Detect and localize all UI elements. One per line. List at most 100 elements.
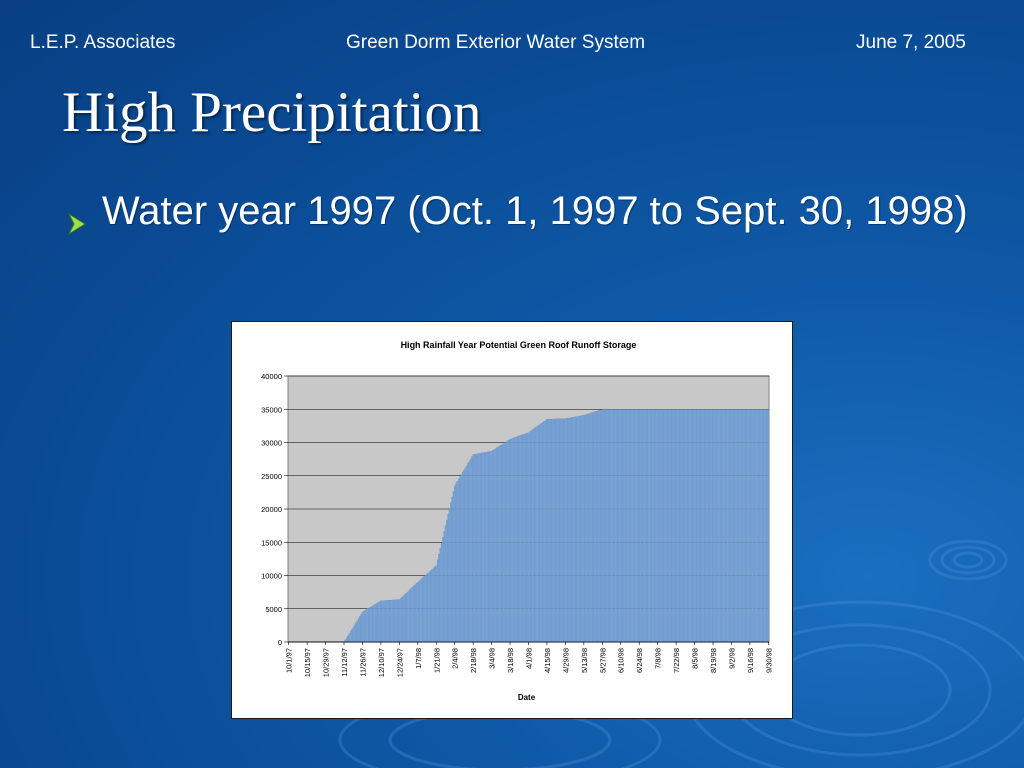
x-tick-label: 2/18/98	[469, 648, 478, 673]
chart-bar	[440, 542, 443, 643]
chart-bar	[625, 409, 627, 643]
chart-bar	[442, 536, 444, 643]
chart-bar	[450, 502, 452, 643]
chart-bar	[551, 418, 553, 643]
chart-bar	[571, 417, 573, 643]
chart-bar	[597, 410, 599, 643]
chart-bar	[502, 443, 505, 643]
chart-bar	[683, 409, 685, 643]
chart-bar	[621, 409, 623, 643]
chart-bar	[463, 469, 465, 643]
bullet-text: Water year 1997 (Oct. 1, 1997 to Sept. 3…	[102, 189, 968, 233]
chart-bar	[508, 439, 510, 643]
chart-bar	[411, 586, 414, 643]
chart-bar	[452, 491, 455, 643]
chart-bar	[506, 440, 509, 643]
chart-bar	[737, 409, 739, 643]
chart-bar	[421, 578, 423, 643]
chart-bar	[545, 420, 547, 643]
x-tick-label: 3/4/98	[488, 648, 497, 669]
x-tick-label: 12/24/97	[395, 648, 404, 677]
chart-bar	[591, 412, 593, 643]
chart-bar	[406, 591, 408, 643]
chart-bar	[730, 409, 733, 643]
y-tick-label: 10000	[261, 572, 282, 581]
chart-bar	[522, 434, 524, 643]
chart-bar	[552, 418, 555, 643]
chart-bar	[456, 481, 458, 643]
chart-bar	[414, 584, 416, 643]
chart-bar	[575, 416, 577, 643]
x-tick-label: 9/16/98	[746, 648, 755, 673]
y-tick-label: 25000	[261, 472, 282, 481]
chart-bar	[762, 409, 764, 643]
chart-bar	[493, 449, 495, 643]
x-tick-label: 10/29/97	[322, 648, 331, 677]
chart-bar	[666, 409, 668, 643]
chart-bar	[480, 452, 482, 643]
chart-bar	[601, 409, 603, 643]
chart-bar	[682, 409, 684, 643]
chart-bar	[372, 605, 374, 643]
chart-bar	[400, 598, 402, 643]
chart-bar	[609, 409, 611, 643]
header-project: Green Dorm Exterior Water System	[346, 32, 646, 53]
chart-bar	[413, 585, 415, 643]
chart-svg: High Rainfall Year Potential Green Roof …	[261, 340, 773, 702]
chart-bar	[689, 409, 692, 643]
x-tick-label: 5/27/98	[598, 648, 607, 673]
chart-bar	[705, 409, 708, 643]
arrow-bullet-icon	[66, 199, 88, 247]
chart-bar	[500, 445, 502, 643]
chart-bar	[726, 409, 729, 643]
y-tick-label: 15000	[261, 538, 282, 547]
chart-bar	[753, 409, 755, 643]
x-tick-label: 9/2/98	[727, 648, 736, 669]
chart-bar	[718, 409, 721, 643]
chart-bar	[711, 409, 713, 643]
chart-bar	[732, 409, 734, 643]
chart-bar	[743, 409, 746, 643]
chart-bar	[548, 419, 551, 643]
chart-title: High Rainfall Year Potential Green Roof …	[401, 340, 637, 350]
x-tick-label: 4/1/98	[525, 648, 534, 669]
chart-bar	[498, 445, 501, 643]
chart-bar	[570, 417, 572, 643]
x-tick-label: 7/8/98	[654, 648, 663, 669]
chart-bar	[660, 409, 663, 643]
x-tick-label: 11/12/97	[340, 648, 349, 677]
chart-bar	[483, 452, 485, 643]
chart-bar	[427, 572, 429, 643]
x-tick-label: 1/7/98	[414, 648, 423, 669]
chart-bar	[521, 434, 523, 643]
chart-bar	[704, 409, 706, 643]
chart-bar	[633, 409, 635, 643]
chart-bar	[448, 508, 451, 643]
chart-bar	[363, 611, 365, 643]
chart-bar	[638, 409, 640, 643]
chart-bar	[471, 456, 473, 643]
chart-bar	[541, 422, 543, 643]
chart-bar	[605, 409, 607, 643]
x-tick-label: 8/19/98	[709, 648, 718, 673]
chart-bar	[613, 409, 615, 643]
chart-bar	[435, 565, 437, 643]
chart-bar	[647, 409, 650, 643]
chart-bar	[646, 409, 648, 643]
chart-bar	[550, 418, 552, 643]
y-tick-label: 40000	[261, 372, 282, 381]
chart-bar	[767, 409, 769, 643]
chart-bar	[397, 599, 399, 643]
chart-bar	[468, 461, 470, 643]
chart-bar	[562, 418, 564, 643]
chart-bar	[593, 411, 596, 643]
x-tick-label: 6/10/98	[617, 648, 626, 673]
chart-bar	[376, 603, 378, 643]
chart-bar	[501, 444, 503, 643]
chart-bar	[642, 409, 644, 643]
chart-bar	[754, 409, 756, 643]
chart-bar	[531, 429, 534, 643]
chart-bar	[757, 409, 759, 643]
chart-bar	[643, 409, 646, 643]
chart-bar	[444, 525, 447, 643]
